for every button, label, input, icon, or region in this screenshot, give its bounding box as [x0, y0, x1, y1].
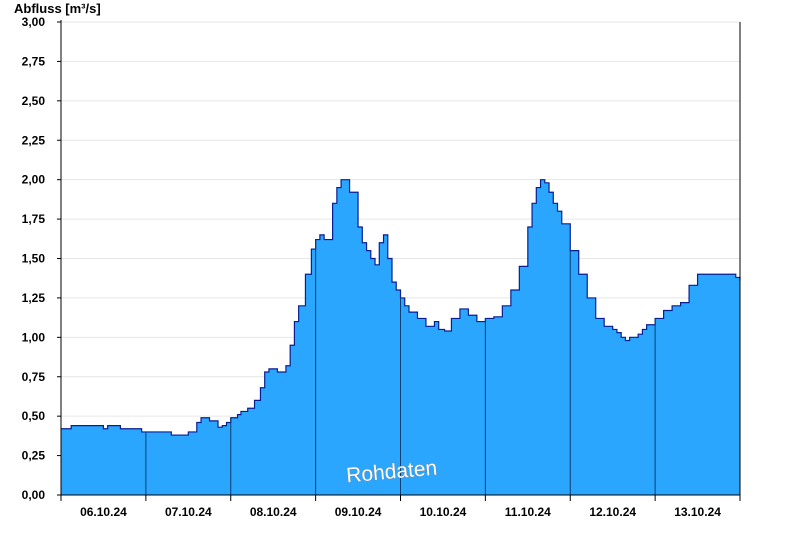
y-tick-label-8: 2,00 — [22, 173, 46, 187]
x-tick-label-3: 09.10.24 — [335, 505, 382, 519]
y-tick-label-10: 2,50 — [22, 94, 46, 108]
y-tick-label-3: 0,75 — [22, 370, 46, 384]
y-tick-label-6: 1,50 — [22, 252, 46, 266]
day-separator-lines — [145, 239, 656, 495]
y-tick-label-1: 0,25 — [22, 449, 46, 463]
y-tick-label-4: 1,00 — [22, 330, 46, 344]
x-tick-label-5: 11.10.24 — [505, 505, 551, 519]
x-tick-label-1: 07.10.24 — [165, 505, 212, 519]
y-tick-label-0: 0,00 — [22, 488, 46, 502]
x-tick-label-2: 08.10.24 — [250, 505, 297, 519]
x-tick-label-7: 13.10.24 — [674, 505, 721, 519]
y-tick-label-9: 2,25 — [22, 133, 46, 147]
x-ticks: 06.10.24 07.10.24 08.10.24 09.10.24 10.10.24… — [60, 495, 741, 519]
x-tick-label-4: 10.10.24 — [420, 505, 467, 519]
y-tick-label-7: 1,75 — [22, 212, 46, 226]
y-tick-label-2: 0,50 — [22, 409, 46, 423]
y-axis-label: Abfluss [m³/s] — [14, 1, 101, 16]
y-tick-label-12: 3,00 — [22, 15, 46, 29]
discharge-line — [61, 179, 741, 436]
y-ticks: 0,00 0,25 0,50 0,75 1,00 1,25 1,50 1,75 2,00 2,25… — [22, 15, 61, 502]
x-tick-label-0: 06.10.24 — [80, 505, 127, 519]
y-tick-label-5: 1,25 — [22, 291, 46, 305]
x-tick-label-6: 12.10.24 — [589, 505, 636, 519]
y-tick-label-11: 2,75 — [22, 54, 46, 68]
